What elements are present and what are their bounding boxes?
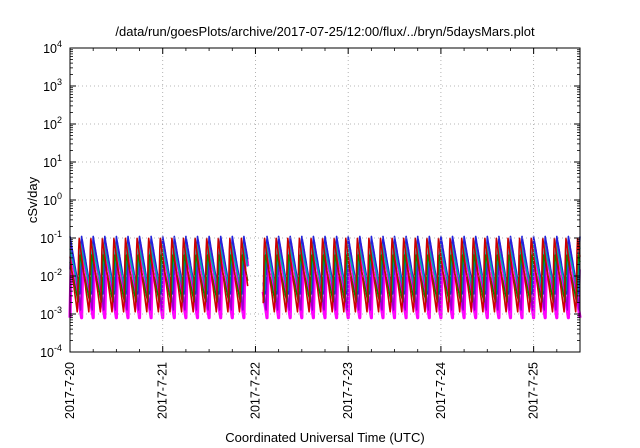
flux-series-line (262, 235, 581, 295)
y-tick-label: 103 (43, 77, 62, 94)
grid (70, 48, 580, 352)
y-tick-label: 10-2 (40, 267, 62, 284)
y-tick-label: 100 (43, 191, 62, 208)
flux-series-line (69, 237, 249, 313)
y-axis-label: cSv/day (25, 176, 40, 223)
chart-title: /data/run/goesPlots/archive/2017-07-25/1… (115, 24, 535, 39)
flux-series-line (262, 243, 581, 292)
y-tick-label: 101 (43, 153, 62, 170)
series-layer (68, 235, 582, 320)
x-axis-label: Coordinated Universal Time (UTC) (225, 430, 424, 445)
x-tick-label: 2017-7-22 (248, 362, 262, 419)
y-tick-label: 10-4 (40, 343, 62, 360)
y-tick-label: 10-3 (40, 305, 62, 322)
x-tick-label: 2017-7-25 (527, 362, 541, 419)
y-tick-label: 102 (43, 115, 62, 132)
y-tick-label: 10-1 (40, 229, 62, 246)
x-tick-label: 2017-7-20 (63, 362, 77, 419)
y-tick-label: 104 (43, 39, 62, 56)
x-tick-label: 2017-7-24 (434, 362, 448, 419)
x-tick-label: 2017-7-23 (341, 362, 355, 419)
x-tick-label: 2017-7-21 (156, 362, 170, 419)
flux-series-line (262, 237, 581, 313)
axis-ticks: 10-4 10-3 10-2 10-1 100 101 102 103 104 2017-7-20… (40, 39, 580, 419)
